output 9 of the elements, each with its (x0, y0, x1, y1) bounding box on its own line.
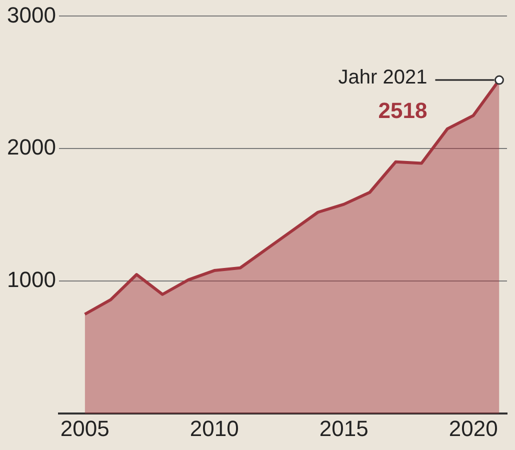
y-tick-label: 1000 (6, 267, 56, 292)
x-tick-label: 2015 (319, 416, 368, 441)
y-tick-label: 2000 (6, 134, 56, 160)
annotation: Jahr 2021 (338, 66, 428, 89)
data-label: 2518 (378, 98, 428, 124)
x-tick-label: 2010 (190, 416, 239, 441)
y-tick-label: 3000 (6, 2, 56, 28)
x-tick-label: 2020 (448, 416, 498, 441)
x-tick-label: 2005 (60, 416, 110, 441)
